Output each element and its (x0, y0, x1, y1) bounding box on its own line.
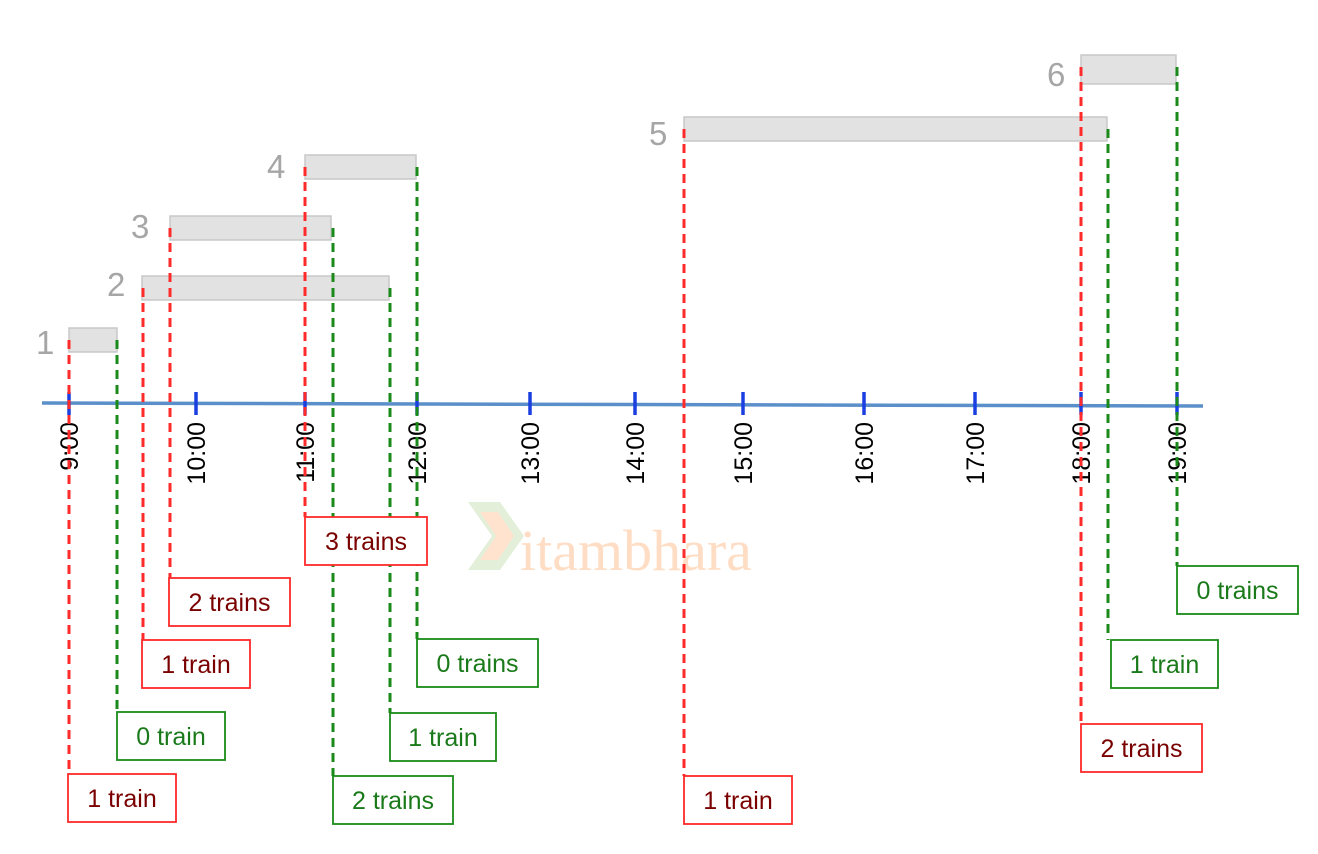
train-occupancy-bar (683, 116, 1108, 142)
axis-tick-label: 10:00 (183, 422, 211, 485)
arrival-count-box (141, 639, 251, 689)
arrival-count-label: 1 train (703, 787, 772, 815)
departure-count-label: 0 trains (1197, 577, 1279, 605)
arrival-count-label: 1 train (161, 651, 230, 679)
arrival-count-label: 1 train (87, 785, 156, 813)
arrival-count-label: 2 trains (1101, 735, 1183, 763)
watermark: itambhara (468, 502, 752, 583)
train-occupancy-bar (304, 154, 417, 180)
arrival-count-box (67, 773, 177, 823)
departure-count-label: 2 trains (352, 787, 434, 815)
axis-tick-labels: 9:0010:0011:0012:0013:0014:0015:0016:001… (56, 422, 1192, 485)
time-axis-line (41, 401, 1204, 408)
departure-count-label: 1 train (408, 724, 477, 752)
arrival-count-label: 3 trains (325, 528, 407, 556)
train-occupancy-bar (141, 275, 390, 301)
departure-count-label: 0 train (136, 723, 205, 751)
train-number: 5 (649, 115, 667, 152)
train-2: 2 1 train 1 train (107, 266, 497, 762)
train-3: 3 2 trains 2 trains (131, 208, 454, 825)
arrival-count-box (1080, 723, 1203, 773)
arrival-count-label: 2 trains (189, 589, 271, 617)
axis-tick-label: 14:00 (622, 422, 650, 485)
departure-count-box (116, 711, 226, 761)
train-5: 5 1 train 1 train (649, 115, 1219, 825)
departure-count-label: 1 train (1130, 651, 1199, 679)
departure-count-box (1176, 565, 1299, 615)
arrival-count-box (304, 516, 428, 566)
train-number: 3 (131, 208, 149, 245)
axis-tick-label: 17:00 (962, 422, 990, 485)
watermark-logo-accent-icon (480, 512, 514, 560)
departure-count-box (416, 638, 539, 688)
train-number: 4 (267, 148, 285, 185)
arrival-count-box (683, 775, 793, 825)
train-number: 1 (36, 324, 54, 361)
train-4: 4 3 trains 0 trains (267, 148, 539, 688)
departure-count-box (1110, 639, 1219, 689)
arrival-count-box (168, 577, 291, 627)
train-6: 6 2 trains 0 trains (1047, 54, 1299, 773)
watermark-text: itambhara (520, 518, 752, 583)
departure-count-box (332, 775, 454, 825)
train-1: 1 1 train 0 train (36, 324, 226, 823)
axis-tick-label: 13:00 (517, 422, 545, 485)
train-number: 6 (1047, 56, 1065, 93)
train-occupancy-bar (169, 215, 332, 241)
train-occupancy-bar (68, 327, 118, 353)
axis-tick-label: 16:00 (851, 422, 879, 485)
train-occupancy-bar (1080, 54, 1177, 85)
train-number: 2 (107, 266, 125, 303)
departure-count-box (389, 712, 497, 762)
axis-tick-label: 15:00 (730, 422, 758, 485)
departure-count-label: 0 trains (437, 650, 519, 678)
